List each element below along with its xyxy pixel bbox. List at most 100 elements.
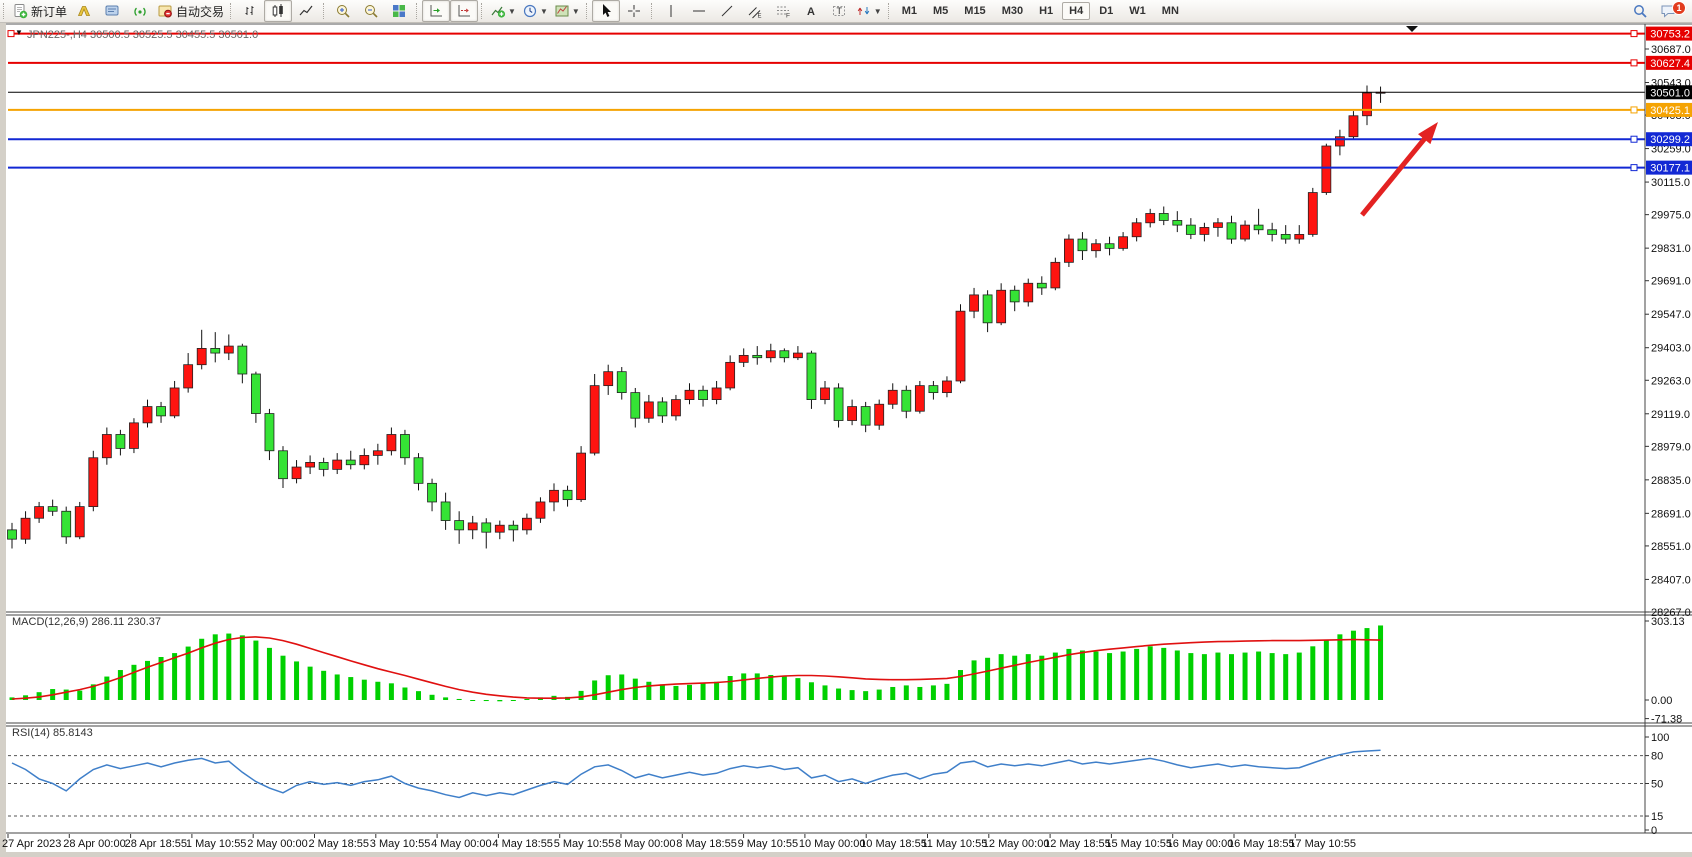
- chart-shift-marker[interactable]: [1406, 26, 1418, 32]
- price-tick-label: 28979.0: [1651, 441, 1691, 453]
- price-tick-label: 29403.0: [1651, 343, 1691, 355]
- price-tick-label: 30687.0: [1651, 44, 1691, 56]
- equidistant-channel-button[interactable]: E: [741, 0, 769, 22]
- time-axis-label: 9 May 10:55: [738, 838, 799, 850]
- text-button[interactable]: A: [797, 0, 825, 22]
- time-axis-label: 15 May 10:55: [1105, 838, 1172, 850]
- line-handle[interactable]: [1630, 59, 1638, 67]
- price-tick-label: 28835.0: [1651, 475, 1691, 487]
- timeframe-M30[interactable]: M30: [1001, 5, 1024, 17]
- line-handle[interactable]: [7, 30, 15, 38]
- time-axis-label: 2 May 00:00: [247, 838, 308, 850]
- toolbar-separator: [650, 3, 653, 19]
- text-label-icon: T: [831, 3, 847, 19]
- signals-button[interactable]: [126, 0, 154, 22]
- trend-arrow[interactable]: [1360, 122, 1438, 217]
- time-axis-label: 4 May 00:00: [431, 838, 492, 850]
- periods-button[interactable]: ▼: [519, 0, 551, 22]
- fibonacci-icon: F: [775, 3, 791, 19]
- tile-windows-button[interactable]: [385, 0, 413, 22]
- zoom-out-button[interactable]: [357, 0, 385, 22]
- toolbar-separator: [230, 3, 232, 19]
- metaeditor-icon: [76, 3, 92, 19]
- toolbar-separator: [481, 3, 483, 19]
- macd-panel: 303.13 0.00 -71.38: [9, 616, 1685, 726]
- chart-shift-button[interactable]: [450, 0, 479, 22]
- metaeditor-button[interactable]: [70, 0, 98, 22]
- time-axis-label: 8 May 00:00: [615, 838, 676, 850]
- timeframe-D1[interactable]: D1: [1099, 5, 1114, 17]
- timeframe-M15[interactable]: M15: [964, 5, 986, 17]
- signals-icon: [132, 3, 148, 19]
- timeframe-M1[interactable]: M1: [901, 5, 917, 17]
- autotrading-button[interactable]: 自动交易: [154, 0, 227, 22]
- terminal-icon: [104, 3, 120, 19]
- line-handle[interactable]: [1630, 30, 1638, 38]
- crosshair-icon: [626, 3, 642, 19]
- line-handle[interactable]: [1630, 164, 1638, 172]
- chat-button[interactable]: 1: [1654, 0, 1686, 22]
- tile-windows-icon: [391, 3, 407, 19]
- time-axis-label: 28 Apr 00:00: [63, 838, 125, 850]
- auto-scroll-button[interactable]: [422, 0, 451, 22]
- svg-text:30753.2: 30753.2: [1650, 29, 1690, 41]
- search-icon: [1632, 3, 1648, 19]
- price-badge: 30753.2: [1646, 26, 1692, 41]
- terminal-button[interactable]: [98, 0, 126, 22]
- new-order-label: 新订单: [31, 4, 68, 19]
- price-badge: 30299.2: [1646, 132, 1692, 147]
- svg-text:A: A: [807, 6, 815, 18]
- price-badge: 30627.4: [1646, 55, 1692, 70]
- price-badge: 30425.1: [1646, 102, 1692, 117]
- price-tick-label: 29119.0: [1651, 409, 1690, 421]
- svg-text:303.13: 303.13: [1651, 616, 1685, 628]
- candlestick-chart-button[interactable]: [264, 0, 293, 22]
- cursor-button[interactable]: [591, 0, 620, 22]
- timeframe-M5[interactable]: M5: [933, 5, 949, 17]
- chart-title: JPN225-,H4 30500.5 30525.5 30455.5 30501…: [27, 29, 259, 41]
- price-tick-label: 28691.0: [1651, 508, 1691, 520]
- fibonacci-button[interactable]: F: [769, 0, 797, 22]
- trend-line-icon: [719, 3, 735, 19]
- horizontal-line-button[interactable]: [685, 0, 713, 22]
- vertical-line-icon: [663, 3, 679, 19]
- svg-text:100: 100: [1651, 732, 1669, 744]
- svg-text:0.00: 0.00: [1651, 695, 1672, 707]
- new-order-button[interactable]: 新订单: [9, 0, 70, 22]
- time-axis-label: 10 May 18:55: [860, 838, 927, 850]
- zoom-in-button[interactable]: [329, 0, 357, 22]
- timeframe-H1[interactable]: H1: [1039, 5, 1054, 17]
- price-tick-label: 29831.0: [1651, 243, 1691, 255]
- svg-text:80: 80: [1651, 751, 1663, 763]
- line-handle[interactable]: [1630, 106, 1638, 114]
- rsi-panel: 100 80 50 15 0: [8, 732, 1669, 837]
- svg-text:T: T: [836, 6, 842, 16]
- vertical-line-button[interactable]: [657, 0, 685, 22]
- bar-chart-button[interactable]: [236, 0, 264, 22]
- zoom-out-icon: [363, 3, 379, 19]
- indicators-button[interactable]: ▼: [487, 0, 519, 22]
- text-label-button[interactable]: T: [825, 0, 853, 22]
- time-axis-label: 11 May 10:55: [922, 838, 988, 850]
- chart-shift-icon: [456, 3, 472, 19]
- templates-button[interactable]: ▼: [551, 0, 583, 22]
- line-chart-button[interactable]: [292, 0, 320, 22]
- arrows-icon: [856, 3, 872, 19]
- search-button[interactable]: [1626, 0, 1654, 22]
- bar-chart-icon: [242, 3, 258, 19]
- chevron-down-icon: ▼: [873, 6, 882, 16]
- chevron-down-icon: ▼: [571, 6, 580, 16]
- timeframe-W1[interactable]: W1: [1129, 5, 1146, 17]
- trend-line-button[interactable]: [713, 0, 741, 22]
- svg-text:30627.4: 30627.4: [1650, 58, 1690, 70]
- timeframe-MN[interactable]: MN: [1161, 5, 1179, 17]
- toolbar-separator: [887, 3, 890, 19]
- line-handle[interactable]: [1630, 135, 1638, 143]
- time-axis-label: 27 Apr 2023: [2, 838, 61, 850]
- arrows-button[interactable]: ▼: [853, 0, 885, 22]
- crosshair-button[interactable]: [620, 0, 648, 22]
- symbol-dropdown-caret[interactable]: ▼: [15, 28, 23, 37]
- timeframe-H4[interactable]: H4: [1062, 2, 1091, 20]
